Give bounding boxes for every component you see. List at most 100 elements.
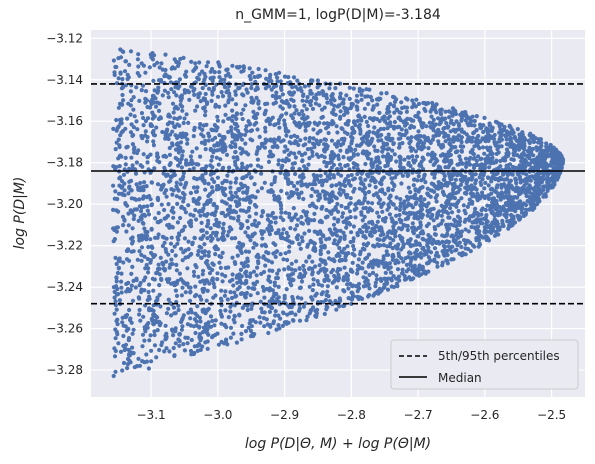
scatter-point <box>230 108 235 113</box>
scatter-point <box>187 298 193 303</box>
scatter-point <box>486 183 491 188</box>
scatter-point <box>527 148 533 153</box>
scatter-point <box>335 130 340 135</box>
scatter-point <box>406 267 411 272</box>
scatter-point <box>223 112 228 117</box>
scatter-point <box>235 245 240 250</box>
scatter-point <box>135 257 140 262</box>
scatter-point <box>294 187 299 192</box>
scatter-point <box>519 142 524 147</box>
scatter-point <box>268 149 273 154</box>
scatter-point <box>445 231 450 236</box>
scatter-point <box>202 253 207 258</box>
scatter-point <box>179 327 184 332</box>
scatter-point <box>138 280 143 286</box>
scatter-point <box>535 195 540 200</box>
scatter-point <box>397 124 402 129</box>
scatter-point <box>178 140 184 145</box>
scatter-point <box>151 254 156 259</box>
scatter-point <box>195 185 200 190</box>
scatter-point <box>260 210 265 215</box>
scatter-point <box>351 189 356 194</box>
scatter-point <box>366 189 372 195</box>
scatter-point <box>380 145 385 150</box>
scatter-point <box>417 138 422 143</box>
scatter-point <box>511 151 516 156</box>
scatter-point <box>278 215 283 220</box>
scatter-point <box>167 152 172 157</box>
scatter-point <box>170 120 175 125</box>
scatter-point <box>198 99 203 104</box>
scatter-point <box>218 147 223 152</box>
scatter-point <box>178 56 183 62</box>
scatter-point <box>376 128 381 134</box>
scatter-point <box>305 95 310 100</box>
scatter-point <box>417 162 422 167</box>
scatter-point <box>400 267 405 272</box>
scatter-point <box>329 138 335 143</box>
scatter-point <box>449 176 454 182</box>
scatter-point <box>341 219 346 225</box>
scatter-point <box>217 254 222 259</box>
scatter-point <box>293 227 298 232</box>
scatter-point <box>359 171 364 176</box>
scatter-point <box>170 143 175 148</box>
scatter-point <box>200 330 205 335</box>
scatter-point <box>402 204 407 209</box>
scatter-point <box>179 319 184 325</box>
scatter-point <box>382 119 388 124</box>
scatter-point <box>365 138 370 143</box>
scatter-point <box>181 196 186 201</box>
scatter-point <box>129 320 134 325</box>
scatter-point <box>482 151 487 156</box>
scatter-point <box>166 114 171 119</box>
scatter-point <box>467 197 472 202</box>
scatter-point <box>338 148 343 153</box>
scatter-point <box>275 145 280 150</box>
scatter-point <box>235 166 240 171</box>
scatter-point <box>164 173 169 178</box>
scatter-point <box>227 225 232 230</box>
scatter-point <box>186 310 191 315</box>
scatter-point <box>443 109 448 114</box>
scatter-point <box>355 263 360 268</box>
scatter-point <box>449 210 455 215</box>
scatter-point <box>261 316 266 321</box>
scatter-point <box>441 177 446 182</box>
scatter-point <box>230 272 235 277</box>
scatter-point <box>179 205 184 210</box>
scatter-point <box>300 158 305 163</box>
scatter-point <box>294 259 299 264</box>
scatter-point <box>466 138 471 144</box>
scatter-point <box>401 222 406 228</box>
scatter-point <box>255 291 260 296</box>
scatter-point <box>315 177 320 182</box>
scatter-point <box>408 125 413 130</box>
scatter-point <box>319 153 324 158</box>
scatter-point <box>320 114 325 120</box>
scatter-point <box>398 164 403 169</box>
scatter-point <box>327 86 332 91</box>
scatter-point <box>163 52 168 57</box>
scatter-point <box>252 182 257 187</box>
scatter-point <box>346 296 351 301</box>
scatter-point <box>160 93 165 98</box>
scatter-point <box>233 149 238 155</box>
scatter-point <box>171 333 176 338</box>
scatter-point <box>511 157 516 162</box>
scatter-point <box>138 318 143 323</box>
scatter-point <box>499 129 504 134</box>
scatter-point <box>527 152 533 157</box>
scatter-point <box>249 306 254 311</box>
scatter-point <box>179 293 184 298</box>
scatter-point <box>446 198 451 203</box>
scatter-point <box>310 186 315 192</box>
scatter-point <box>351 236 356 241</box>
scatter-point <box>273 309 278 314</box>
scatter-point <box>170 281 175 286</box>
scatter-point <box>434 130 439 135</box>
scatter-point <box>295 191 300 196</box>
scatter-point <box>147 338 152 343</box>
scatter-point <box>380 176 385 181</box>
scatter-point <box>122 69 128 74</box>
